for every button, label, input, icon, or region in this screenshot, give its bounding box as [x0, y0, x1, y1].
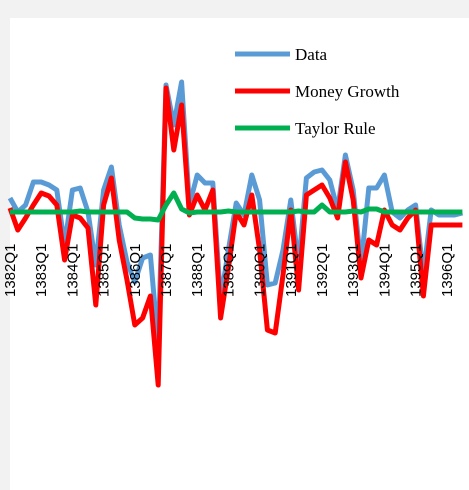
x-tick-label: 1396Q1 [439, 244, 456, 297]
x-tick-label: 1394Q1 [376, 244, 393, 297]
x-tick-label: 1392Q1 [314, 244, 331, 297]
series-line [10, 190, 463, 223]
legend-label: Taylor Rule [295, 119, 375, 138]
legend-label: Data [295, 45, 328, 64]
legend: Data Money Growth Taylor Rule [235, 45, 400, 138]
x-tick-label: 1393Q1 [345, 244, 362, 297]
plot-area: 1382Q1 1383Q1 1384Q1 1385Q1 1386Q1 1387Q1 1388… [2, 79, 464, 388]
legend-label: Money Growth [295, 82, 400, 101]
x-tick-label: 1388Q1 [189, 244, 206, 297]
x-tick-label: 1384Q1 [64, 244, 81, 297]
x-tick-label: 1395Q1 [408, 244, 425, 297]
x-tick-label: 1382Q1 [2, 244, 19, 297]
x-tick-label: 1390Q1 [252, 244, 269, 297]
chart-panel [10, 18, 469, 490]
x-tick-label: 1386Q1 [127, 244, 144, 297]
x-tick-label: 1391Q1 [283, 244, 300, 297]
x-tick-label: 1385Q1 [96, 244, 113, 297]
x-tick-label: 1389Q1 [220, 244, 237, 297]
x-tick-label: 1387Q1 [158, 244, 175, 297]
x-tick-label: 1383Q1 [33, 244, 50, 297]
series-line [7, 79, 464, 348]
